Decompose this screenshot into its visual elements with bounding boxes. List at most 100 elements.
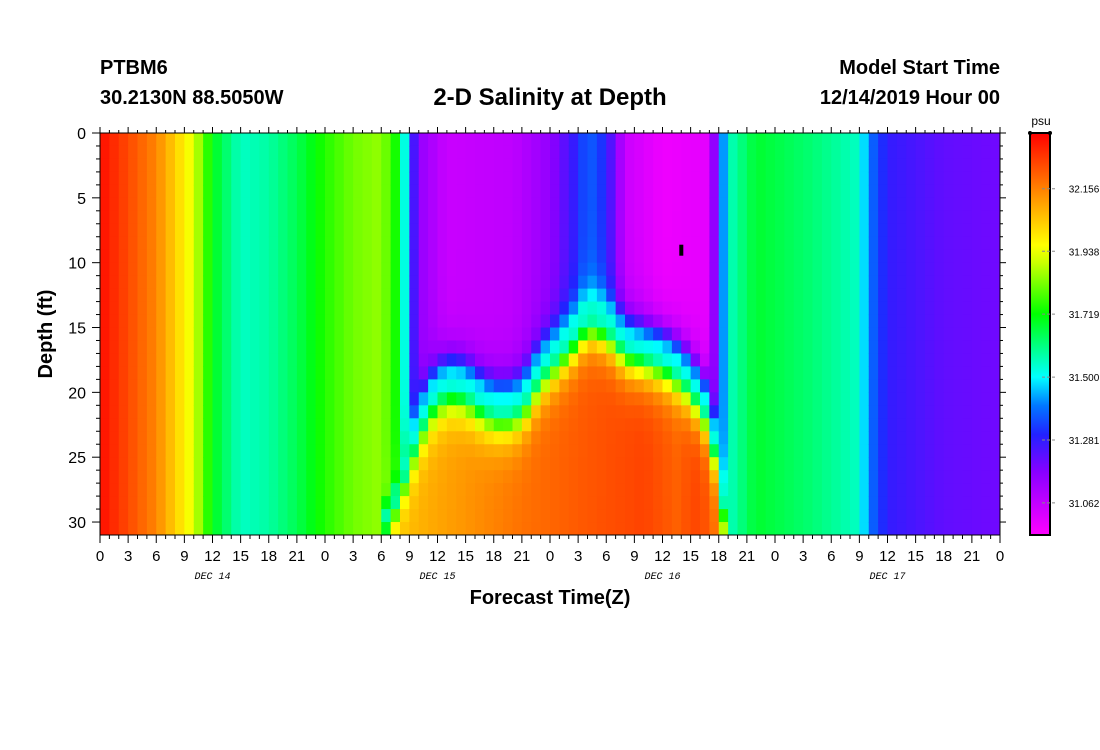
heatmap-cell xyxy=(428,418,439,432)
heatmap-cell xyxy=(250,392,260,406)
heatmap-cell xyxy=(418,418,429,432)
heatmap-cell xyxy=(371,496,382,510)
heatmap-cell xyxy=(812,483,823,497)
heatmap-cell xyxy=(231,483,242,497)
heatmap-cell xyxy=(962,522,973,535)
heatmap-cell xyxy=(259,223,270,238)
heatmap-cell xyxy=(306,483,317,497)
heatmap-cell xyxy=(118,197,129,212)
heatmap-cell xyxy=(128,275,139,290)
heatmap-cell xyxy=(850,405,860,419)
heatmap-cell xyxy=(596,288,607,303)
heatmap-cell xyxy=(362,431,373,445)
heatmap-cell xyxy=(953,249,964,264)
heatmap-cell xyxy=(278,340,289,355)
heatmap-cell xyxy=(587,470,598,484)
heatmap-cell xyxy=(896,197,907,212)
heatmap-cell xyxy=(737,366,748,380)
heatmap-cell xyxy=(821,496,832,510)
heatmap-cell xyxy=(250,236,260,251)
heatmap-cell xyxy=(793,223,804,238)
heatmap-cell xyxy=(109,392,120,406)
heatmap-cell xyxy=(943,405,954,419)
heatmap-cell xyxy=(934,133,945,147)
heatmap-cell xyxy=(418,522,429,535)
heatmap-cell xyxy=(100,340,110,355)
heatmap-cell xyxy=(831,301,842,316)
heatmap-cell xyxy=(250,340,260,355)
heatmap-cell xyxy=(850,353,860,368)
heatmap-cell xyxy=(840,314,851,329)
heatmap-cell xyxy=(568,405,579,419)
heatmap-cell xyxy=(137,197,148,212)
heatmap-cell xyxy=(203,431,214,445)
heatmap-cell xyxy=(709,223,720,238)
heatmap-cell xyxy=(409,470,420,484)
heatmap-cell xyxy=(784,301,795,316)
heatmap-cell xyxy=(709,288,720,303)
heatmap-cell xyxy=(446,301,457,316)
heatmap-cell xyxy=(953,314,964,329)
heatmap-cell xyxy=(578,184,589,199)
heatmap-cell xyxy=(165,496,176,510)
heatmap-cell xyxy=(737,249,748,264)
heatmap-cell xyxy=(690,210,701,225)
heatmap-cell xyxy=(615,171,626,186)
heatmap-cell xyxy=(718,522,729,535)
heatmap-cell xyxy=(906,444,917,458)
heatmap-cell xyxy=(587,392,598,406)
heatmap-cell xyxy=(428,210,439,225)
heatmap-cell xyxy=(615,405,626,419)
heatmap-cell xyxy=(268,145,279,160)
heatmap-cell xyxy=(137,392,148,406)
heatmap-cell xyxy=(221,431,232,445)
heatmap-cell xyxy=(512,353,523,368)
heatmap-cell xyxy=(821,197,832,212)
heatmap-cell xyxy=(578,133,589,147)
heatmap-cell xyxy=(521,340,532,355)
heatmap-cell xyxy=(306,405,317,419)
heatmap-cell xyxy=(943,509,954,523)
heatmap-cell xyxy=(184,379,195,393)
heatmap-cell xyxy=(334,470,345,484)
heatmap-cell xyxy=(653,158,664,173)
heatmap-cell xyxy=(381,184,392,199)
heatmap-cell xyxy=(456,431,467,445)
heatmap-cell xyxy=(606,457,617,471)
heatmap-cell xyxy=(296,223,307,238)
heatmap-cell xyxy=(587,327,598,342)
heatmap-cell xyxy=(868,210,879,225)
heatmap-cell xyxy=(540,301,551,316)
heatmap-cell xyxy=(915,522,926,535)
heatmap-cell xyxy=(625,210,635,225)
heatmap-cell xyxy=(765,223,776,238)
heatmap-cell xyxy=(925,262,935,277)
heatmap-cell xyxy=(437,275,448,290)
x-tick-label: 21 xyxy=(514,548,531,565)
heatmap-cell xyxy=(334,236,345,251)
heatmap-cell xyxy=(746,379,757,393)
heatmap-cell xyxy=(100,431,110,445)
heatmap-cell xyxy=(400,314,410,329)
heatmap-cell xyxy=(306,210,317,225)
heatmap-cell xyxy=(362,171,373,186)
heatmap-cell xyxy=(587,483,598,497)
heatmap-cell xyxy=(756,470,767,484)
heatmap-cell xyxy=(728,483,739,497)
heatmap-cell xyxy=(868,405,879,419)
heatmap-cell xyxy=(746,444,757,458)
colorbar-corner xyxy=(1028,131,1032,135)
heatmap-cell xyxy=(475,184,485,199)
heatmap-cell xyxy=(840,509,851,523)
heatmap-cell xyxy=(718,431,729,445)
heatmap-cell xyxy=(746,470,757,484)
heatmap-cell xyxy=(390,223,401,238)
heatmap-cell xyxy=(662,366,673,380)
heatmap-cell xyxy=(578,327,589,342)
heatmap-cell xyxy=(662,133,673,147)
heatmap-cell xyxy=(193,236,204,251)
heatmap-cell xyxy=(793,133,804,147)
heatmap-cell xyxy=(606,483,617,497)
heatmap-cell xyxy=(165,379,176,393)
heatmap-cell xyxy=(156,522,167,535)
